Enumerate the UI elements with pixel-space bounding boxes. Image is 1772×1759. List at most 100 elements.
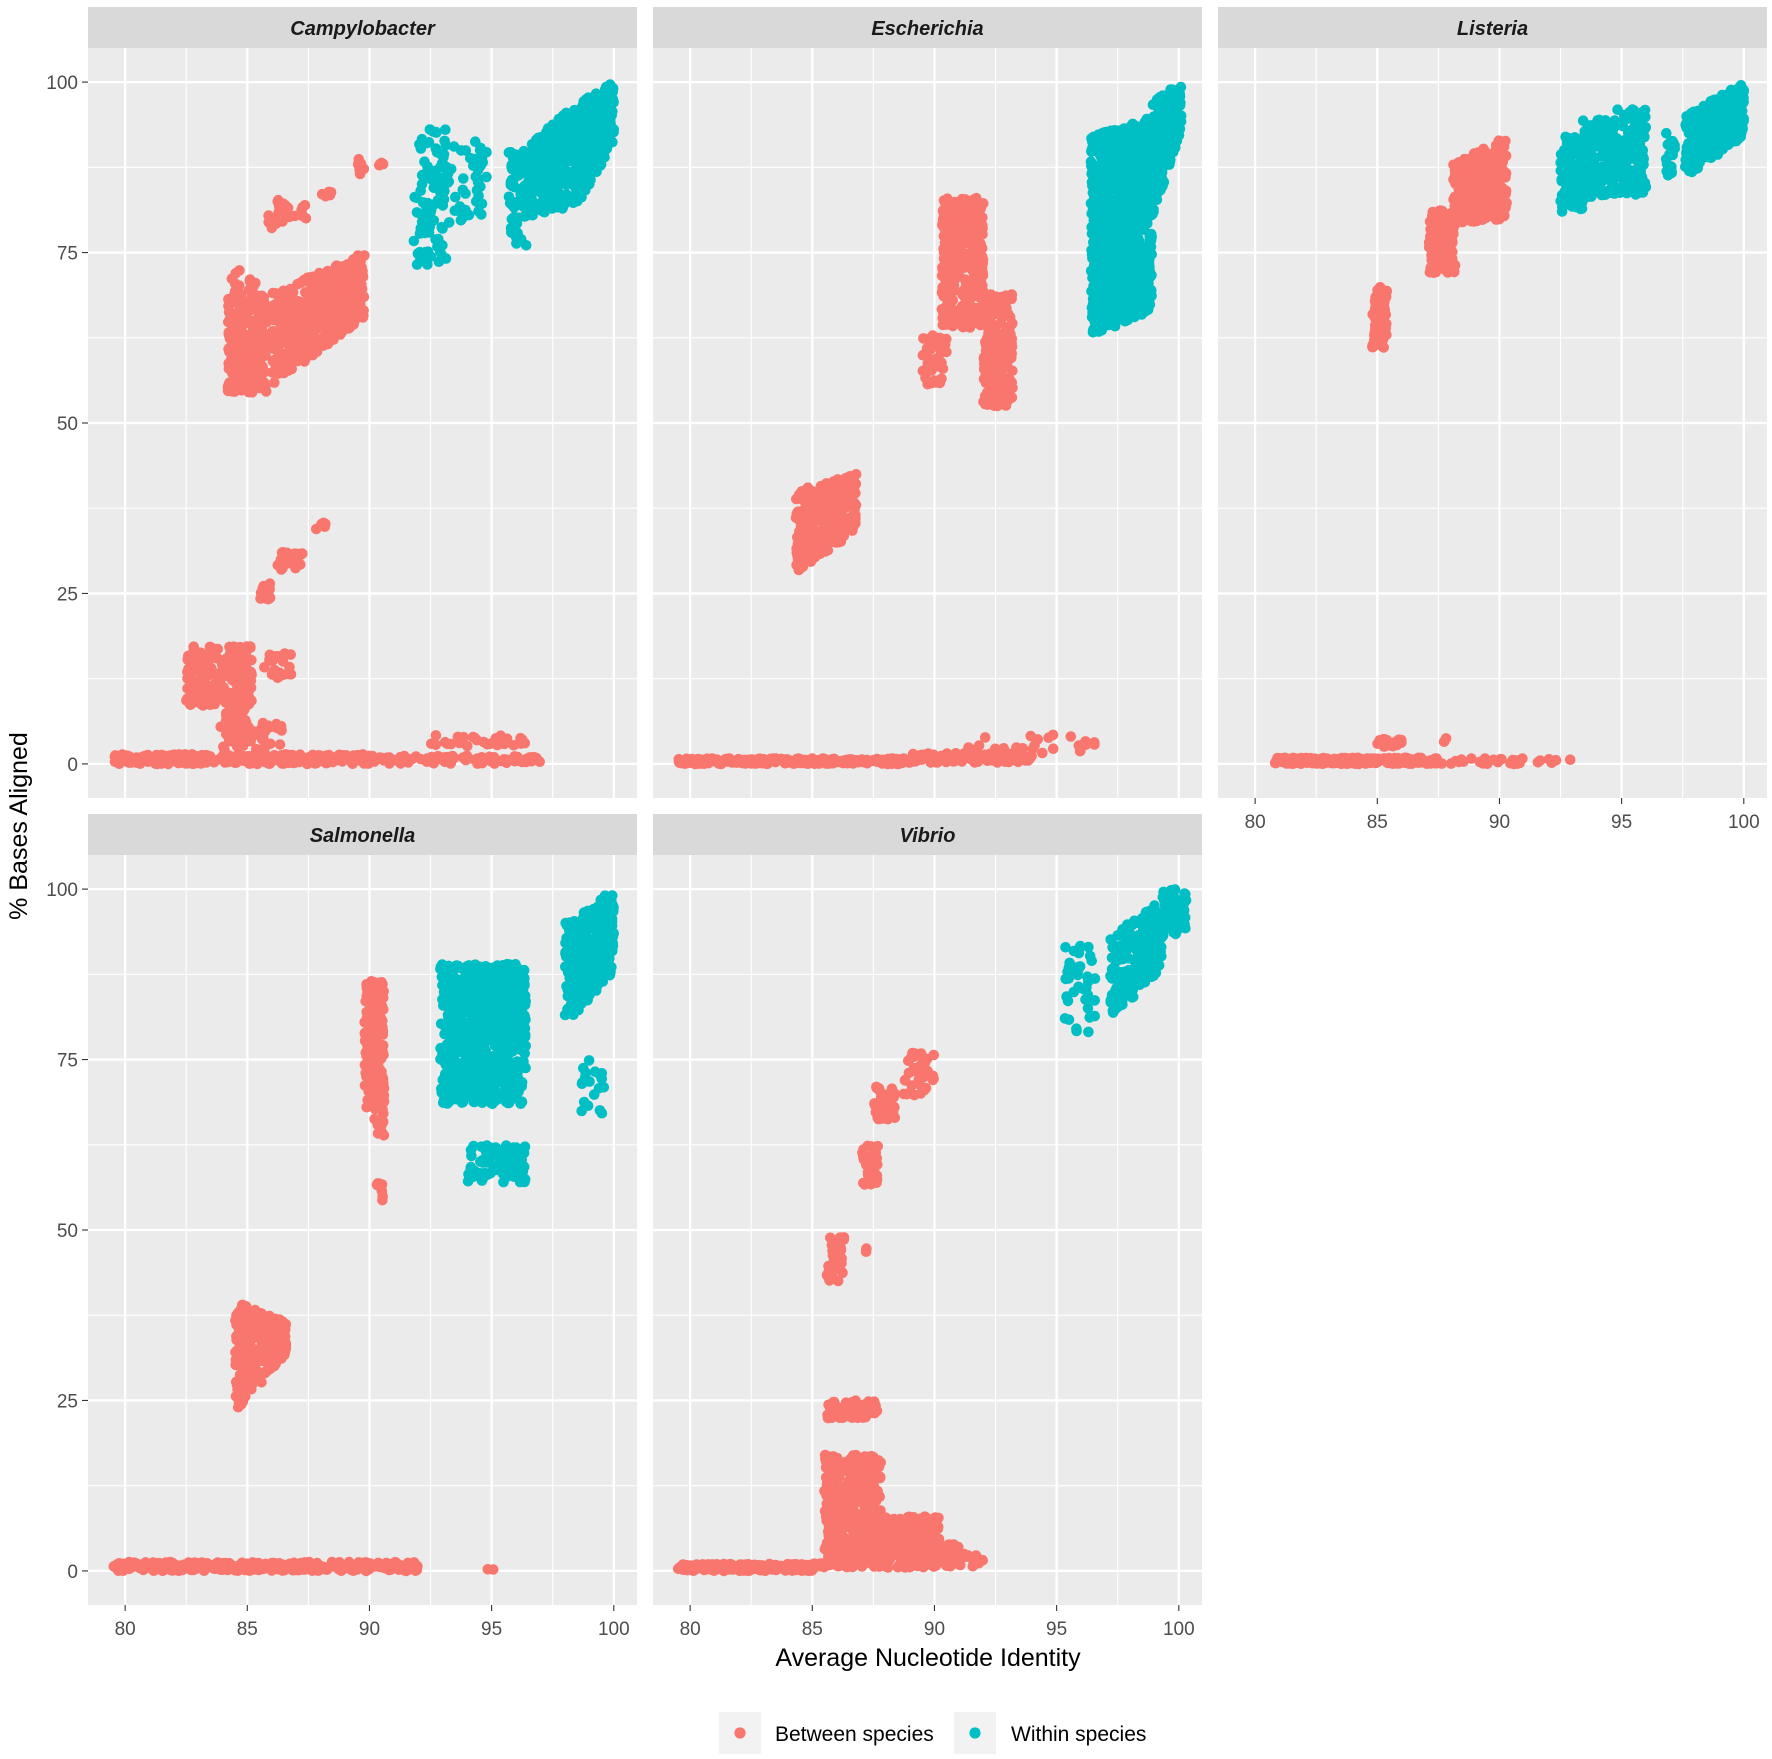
data-point-between-species — [240, 318, 251, 329]
data-point-between-species — [994, 294, 1005, 305]
data-point-between-species — [277, 306, 288, 318]
data-point-between-species — [497, 737, 508, 749]
data-point-within-species — [1149, 136, 1160, 148]
data-point-between-species — [226, 273, 238, 285]
data-point-within-species — [1119, 315, 1131, 327]
data-point-between-species — [339, 753, 351, 764]
data-point-between-species — [347, 758, 358, 770]
data-point-between-species — [340, 294, 352, 306]
data-point-between-species — [509, 755, 521, 767]
data-point-between-species — [156, 758, 167, 769]
data-point-within-species — [536, 176, 548, 187]
data-point-within-species — [431, 147, 443, 158]
data-point-within-species — [1093, 229, 1105, 241]
data-point-within-species — [1086, 133, 1097, 144]
data-point-between-species — [220, 716, 232, 727]
data-point-between-species — [467, 731, 479, 743]
data-point-between-species — [943, 295, 954, 306]
data-point-between-species — [422, 753, 434, 765]
data-point-within-species — [505, 177, 517, 189]
data-point-within-species — [578, 96, 590, 107]
data-point-within-species — [579, 141, 590, 152]
data-point-within-species — [1122, 186, 1133, 198]
data-point-between-species — [298, 274, 310, 286]
data-point-between-species — [284, 347, 296, 359]
data-point-between-species — [844, 513, 856, 524]
data-point-within-species — [599, 152, 610, 163]
data-point-between-species — [311, 751, 323, 763]
data-point-between-species — [931, 353, 942, 364]
data-point-between-species — [289, 555, 301, 566]
data-point-within-species — [481, 171, 492, 183]
data-point-between-species — [276, 291, 288, 302]
data-point-between-species — [445, 758, 456, 769]
data-point-within-species — [531, 159, 543, 171]
data-point-between-species — [973, 740, 985, 751]
data-point-within-species — [539, 203, 551, 214]
data-point-within-species — [1101, 183, 1112, 195]
data-point-between-species — [406, 753, 418, 765]
data-point-between-species — [224, 725, 235, 736]
data-point-between-species — [996, 749, 1007, 760]
data-point-within-species — [1124, 226, 1136, 238]
data-point-within-species — [468, 160, 479, 172]
data-point-between-species — [233, 299, 245, 311]
data-point-between-species — [941, 333, 952, 345]
data-point-within-species — [481, 147, 492, 158]
data-point-between-species — [166, 750, 178, 762]
data-point-within-species — [520, 240, 532, 251]
data-point-between-species — [294, 749, 306, 760]
data-point-within-species — [557, 203, 568, 214]
facet-escherichia: Escherichia — [653, 7, 1202, 798]
data-point-between-species — [462, 740, 473, 752]
data-point-between-species — [963, 742, 974, 753]
data-point-within-species — [508, 212, 520, 223]
data-point-between-species — [1017, 743, 1028, 754]
data-point-between-species — [237, 726, 248, 737]
data-point-between-species — [808, 755, 819, 767]
data-point-between-species — [936, 304, 948, 315]
y-tick-label: 0 — [67, 755, 78, 776]
data-point-between-species — [384, 754, 396, 765]
data-point-within-species — [520, 202, 532, 213]
data-point-between-species — [500, 756, 511, 767]
data-point-within-species — [1105, 160, 1117, 171]
data-point-within-species — [1127, 285, 1138, 297]
data-point-between-species — [982, 399, 993, 411]
data-point-within-species — [1150, 192, 1162, 203]
data-point-between-species — [285, 649, 297, 660]
data-point-within-species — [1156, 156, 1167, 167]
data-point-between-species — [123, 757, 135, 768]
data-point-within-species — [471, 172, 483, 183]
data-point-between-species — [220, 756, 232, 767]
data-point-between-species — [212, 643, 223, 655]
data-point-within-species — [561, 189, 572, 200]
data-point-between-species — [841, 493, 853, 505]
data-point-between-species — [950, 230, 961, 242]
data-point-between-species — [798, 546, 809, 557]
data-point-between-species — [259, 336, 271, 348]
data-point-between-species — [303, 337, 315, 349]
data-point-between-species — [287, 294, 299, 306]
data-point-between-species — [920, 372, 931, 384]
data-point-within-species — [572, 195, 583, 207]
data-point-between-species — [940, 199, 951, 210]
data-point-between-species — [112, 751, 124, 763]
data-point-between-species — [276, 336, 288, 347]
data-point-between-species — [968, 195, 979, 206]
data-point-between-species — [526, 752, 537, 763]
data-point-between-species — [224, 306, 235, 317]
data-point-between-species — [840, 472, 852, 484]
data-point-within-species — [1086, 144, 1097, 156]
data-point-within-species — [1136, 184, 1148, 195]
data-point-within-species — [442, 168, 454, 180]
data-point-within-species — [1108, 263, 1120, 274]
data-point-between-species — [284, 661, 295, 673]
data-point-between-species — [249, 373, 261, 384]
data-point-between-species — [281, 321, 293, 332]
data-point-within-species — [533, 185, 544, 197]
data-point-within-species — [440, 124, 451, 135]
data-point-between-species — [137, 751, 148, 763]
data-point-between-species — [306, 304, 318, 316]
data-point-within-species — [1095, 244, 1106, 256]
